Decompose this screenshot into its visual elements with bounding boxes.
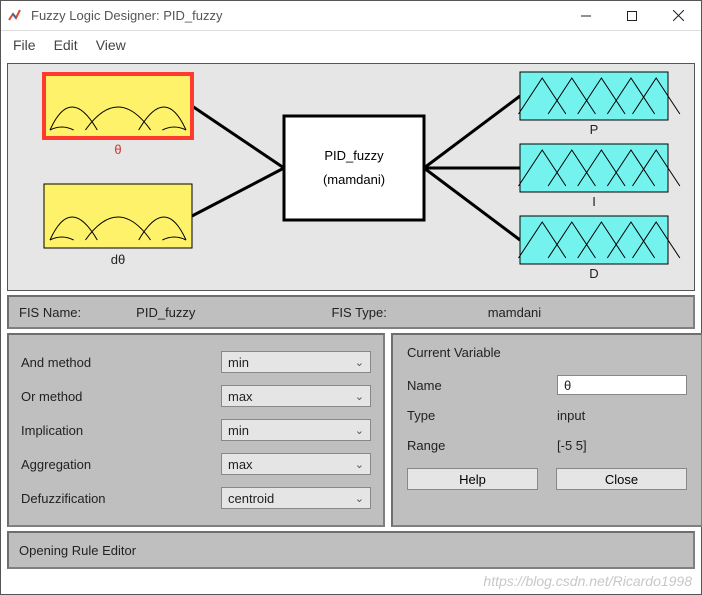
method-row-1: Or method max ⌄ xyxy=(21,379,371,413)
menu-file[interactable]: File xyxy=(13,37,36,53)
fis-name-label: FIS Name: xyxy=(19,305,136,320)
method-select-or-method[interactable]: max ⌄ xyxy=(221,385,371,407)
cv-type-value: input xyxy=(557,408,585,423)
matlab-icon xyxy=(7,8,23,24)
svg-text:P: P xyxy=(590,122,599,137)
close-window-button[interactable] xyxy=(655,1,701,30)
svg-text:(mamdani): (mamdani) xyxy=(323,172,385,187)
cv-range-label: Range xyxy=(407,438,557,453)
methods-panel: And methodmin⌄Or methodmax⌄Implicationmi… xyxy=(7,333,385,527)
watermark: https://blog.csdn.net/Ricardo1998 xyxy=(483,573,692,589)
diagram-canvas[interactable]: PID_fuzzy (mamdani) θ dθ P I D xyxy=(7,63,695,291)
window-title: Fuzzy Logic Designer: PID_fuzzy xyxy=(31,8,563,23)
method-value: min xyxy=(228,423,249,438)
method-label: Or method xyxy=(21,389,221,404)
cv-name-label: Name xyxy=(407,378,557,393)
method-label: Aggregation xyxy=(21,457,221,472)
close-button[interactable]: Close xyxy=(556,468,687,490)
method-value: min xyxy=(228,355,249,370)
chevron-down-icon: ⌄ xyxy=(355,492,364,505)
method-label: Implication xyxy=(21,423,221,438)
titlebar: Fuzzy Logic Designer: PID_fuzzy xyxy=(1,1,701,31)
cv-name-input[interactable] xyxy=(557,375,687,395)
chevron-down-icon: ⌄ xyxy=(355,458,364,471)
method-select-and-method[interactable]: min ⌄ xyxy=(221,351,371,373)
current-variable-title: Current Variable xyxy=(407,345,687,360)
cv-type-label: Type xyxy=(407,408,557,423)
menu-view[interactable]: View xyxy=(96,37,126,53)
method-row-3: Aggregation max ⌄ xyxy=(21,447,371,481)
chevron-down-icon: ⌄ xyxy=(355,356,364,369)
current-variable-panel: Current Variable Name Type input Range [… xyxy=(391,333,702,527)
chevron-down-icon: ⌄ xyxy=(355,390,364,403)
minimize-button[interactable] xyxy=(563,1,609,30)
svg-text:θ: θ xyxy=(114,142,121,157)
fis-type-value: mamdani xyxy=(488,305,683,320)
method-label: And method xyxy=(21,355,221,370)
status-text: Opening Rule Editor xyxy=(19,543,136,558)
fis-name-value: PID_fuzzy xyxy=(136,305,331,320)
method-select-implication[interactable]: min ⌄ xyxy=(221,419,371,441)
fis-type-label: FIS Type: xyxy=(331,305,487,320)
svg-text:D: D xyxy=(589,266,598,281)
method-value: max xyxy=(228,457,253,472)
help-button[interactable]: Help xyxy=(407,468,538,490)
svg-text:PID_fuzzy: PID_fuzzy xyxy=(324,148,384,163)
method-row-2: Implication min ⌄ xyxy=(21,413,371,447)
fis-info-panel: FIS Name: PID_fuzzy FIS Type: mamdani xyxy=(7,295,695,329)
method-value: centroid xyxy=(228,491,274,506)
method-select-aggregation[interactable]: max ⌄ xyxy=(221,453,371,475)
chevron-down-icon: ⌄ xyxy=(355,424,364,437)
menubar: File Edit View xyxy=(1,31,701,59)
method-row-4: Defuzzification centroid ⌄ xyxy=(21,481,371,515)
window-buttons xyxy=(563,1,701,30)
svg-text:I: I xyxy=(592,194,596,209)
menu-edit[interactable]: Edit xyxy=(54,37,78,53)
svg-text:dθ: dθ xyxy=(111,252,125,267)
method-value: max xyxy=(228,389,253,404)
maximize-button[interactable] xyxy=(609,1,655,30)
method-select-defuzzification[interactable]: centroid ⌄ xyxy=(221,487,371,509)
method-row-0: And method min ⌄ xyxy=(21,345,371,379)
method-label: Defuzzification xyxy=(21,491,221,506)
cv-range-value: [-5 5] xyxy=(557,438,587,453)
status-bar: Opening Rule Editor xyxy=(7,531,695,569)
